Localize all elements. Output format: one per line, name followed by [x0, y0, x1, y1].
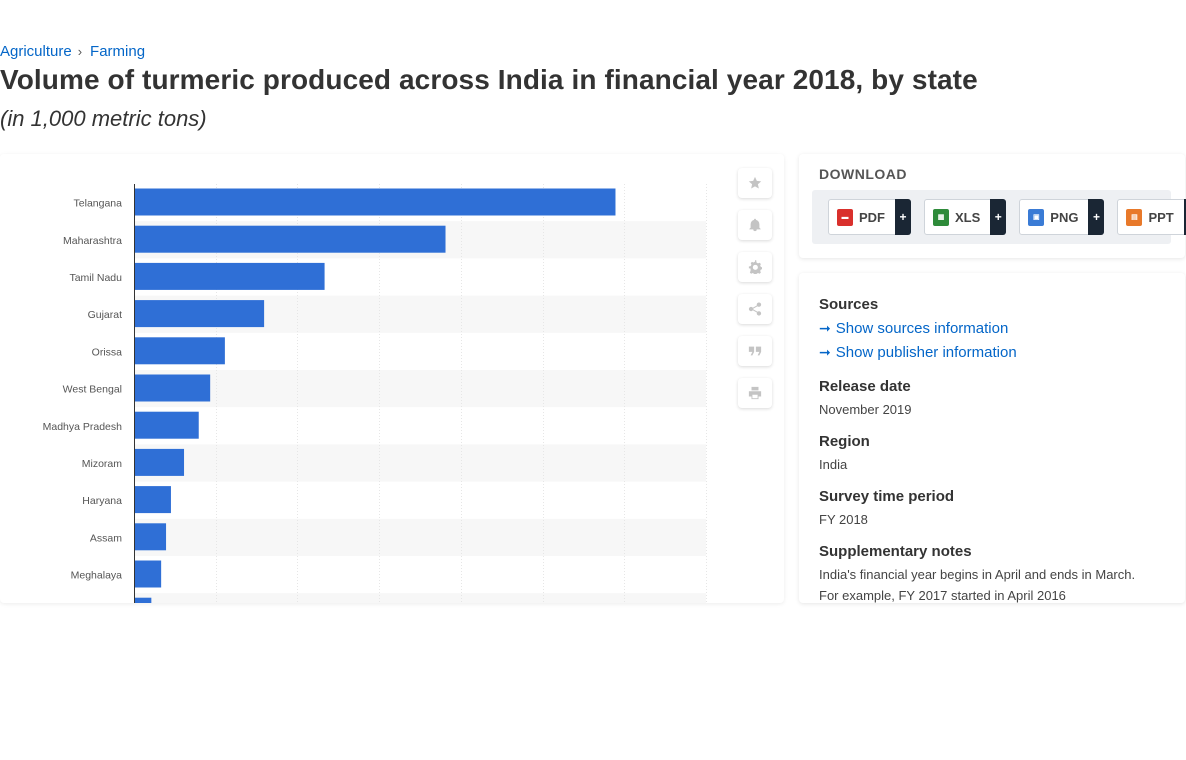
cite-button[interactable] [738, 336, 772, 366]
show-sources-label: Show sources information [835, 320, 1009, 337]
quote-icon [748, 346, 762, 356]
download-xls-button[interactable]: ▦ XLS + [924, 198, 1007, 235]
bar-haryana [135, 486, 171, 514]
category-label: Meghalaya [71, 570, 123, 582]
bar-orissa [135, 337, 225, 365]
survey-period-value: FY 2018 [819, 512, 868, 527]
category-label: Mizoram [82, 458, 123, 470]
region-value: India [819, 457, 848, 472]
bar-tamil-nadu [135, 262, 325, 290]
page-title: Volume of turmeric produced across India… [0, 64, 978, 95]
xls-icon: ▦ [933, 208, 949, 226]
pdf-icon: ▬ [837, 208, 853, 226]
download-xls-label: XLS [955, 209, 981, 225]
bar-mizoram [135, 448, 185, 476]
bar-maharashtra [135, 225, 446, 253]
chart-tools [738, 168, 772, 408]
download-pdf-plus[interactable]: + [895, 198, 911, 235]
category-label: Haryana [82, 495, 122, 507]
download-pdf-label: PDF [859, 209, 885, 225]
row-stripe [134, 518, 706, 556]
release-date-heading: Release date [819, 378, 911, 395]
download-ppt-label: PPT [1148, 209, 1174, 225]
statistic-details-card: Sources ➞ Show sources information ➞ Sho… [799, 273, 1185, 603]
download-bar: ▬ PDF + ▦ XLS + ▣ PNG + ▤ PPT + [812, 190, 1186, 244]
share-button[interactable] [738, 294, 772, 324]
category-label: Tamil Nadu [69, 272, 122, 284]
bar-chart: Telangana Maharashtra Tamil Nadu Gujarat Ori… [43, 184, 707, 603]
print-icon [748, 386, 762, 400]
supplementary-notes-heading: Supplementary notes [819, 543, 972, 560]
page-subtitle: (in 1,000 metric tons) [0, 106, 207, 131]
category-label: Orissa [92, 346, 122, 358]
show-sources-link[interactable]: ➞ Show sources information [819, 320, 1008, 337]
download-pdf-button[interactable]: ▬ PDF + [828, 198, 911, 235]
print-button[interactable] [738, 378, 772, 408]
category-label: Telangana [74, 198, 123, 210]
download-title: DOWNLOAD [819, 166, 907, 182]
sources-heading: Sources [819, 296, 879, 313]
bell-icon [749, 218, 761, 232]
ppt-icon: ▤ [1126, 208, 1143, 226]
share-icon [748, 302, 762, 316]
download-png-button[interactable]: ▣ PNG + [1019, 198, 1105, 235]
arrow-right-icon: ➞ [819, 344, 831, 360]
star-icon [748, 176, 762, 189]
show-publisher-label: Show publisher information [835, 344, 1017, 361]
breadcrumb: Agriculture › Farming [0, 43, 145, 60]
chart-card: Telangana Maharashtra Tamil Nadu Gujarat Ori… [0, 154, 784, 603]
row-stripe [134, 593, 706, 603]
breadcrumb-farming[interactable]: Farming [90, 43, 146, 60]
favorite-button[interactable] [738, 168, 772, 198]
bar-telangana [135, 188, 616, 216]
category-label: Assam [90, 532, 122, 544]
bar-madhya-pradesh [135, 411, 199, 439]
download-png-label: PNG [1050, 209, 1079, 225]
category-label: Maharashtra [63, 235, 122, 247]
category-label: West Bengal [63, 384, 122, 396]
row-stripe [134, 370, 706, 408]
survey-period-heading: Survey time period [819, 488, 955, 505]
row-stripe [134, 444, 706, 482]
bar-west-bengal [135, 374, 211, 402]
png-icon: ▣ [1028, 208, 1045, 226]
download-ppt-plus[interactable]: + [1183, 198, 1186, 235]
bar-gujarat [135, 300, 265, 328]
settings-button[interactable] [738, 252, 772, 282]
region-heading: Region [819, 433, 870, 450]
show-publisher-link[interactable]: ➞ Show publisher information [819, 344, 1017, 361]
release-date-value: November 2019 [819, 402, 912, 417]
download-xls-plus[interactable]: + [990, 198, 1007, 235]
bar-row-11 [135, 597, 152, 603]
download-png-plus[interactable]: + [1088, 198, 1105, 235]
download-ppt-button[interactable]: ▤ PPT + [1117, 198, 1186, 235]
category-label: Gujarat [88, 309, 123, 321]
bar-meghalaya [135, 560, 162, 588]
arrow-right-icon: ➞ [819, 320, 831, 336]
notification-button[interactable] [738, 210, 772, 240]
breadcrumb-agriculture[interactable]: Agriculture [0, 43, 72, 60]
category-label: Madhya Pradesh [43, 421, 123, 433]
gear-icon [748, 260, 762, 274]
supplementary-notes-value: India's financial year begins in April a… [819, 567, 1136, 603]
download-card: DOWNLOAD ▬ PDF + ▦ XLS + ▣ PNG + ▤ PPT + [799, 154, 1186, 258]
bar-assam [135, 523, 167, 551]
breadcrumb-separator: › [77, 44, 83, 59]
